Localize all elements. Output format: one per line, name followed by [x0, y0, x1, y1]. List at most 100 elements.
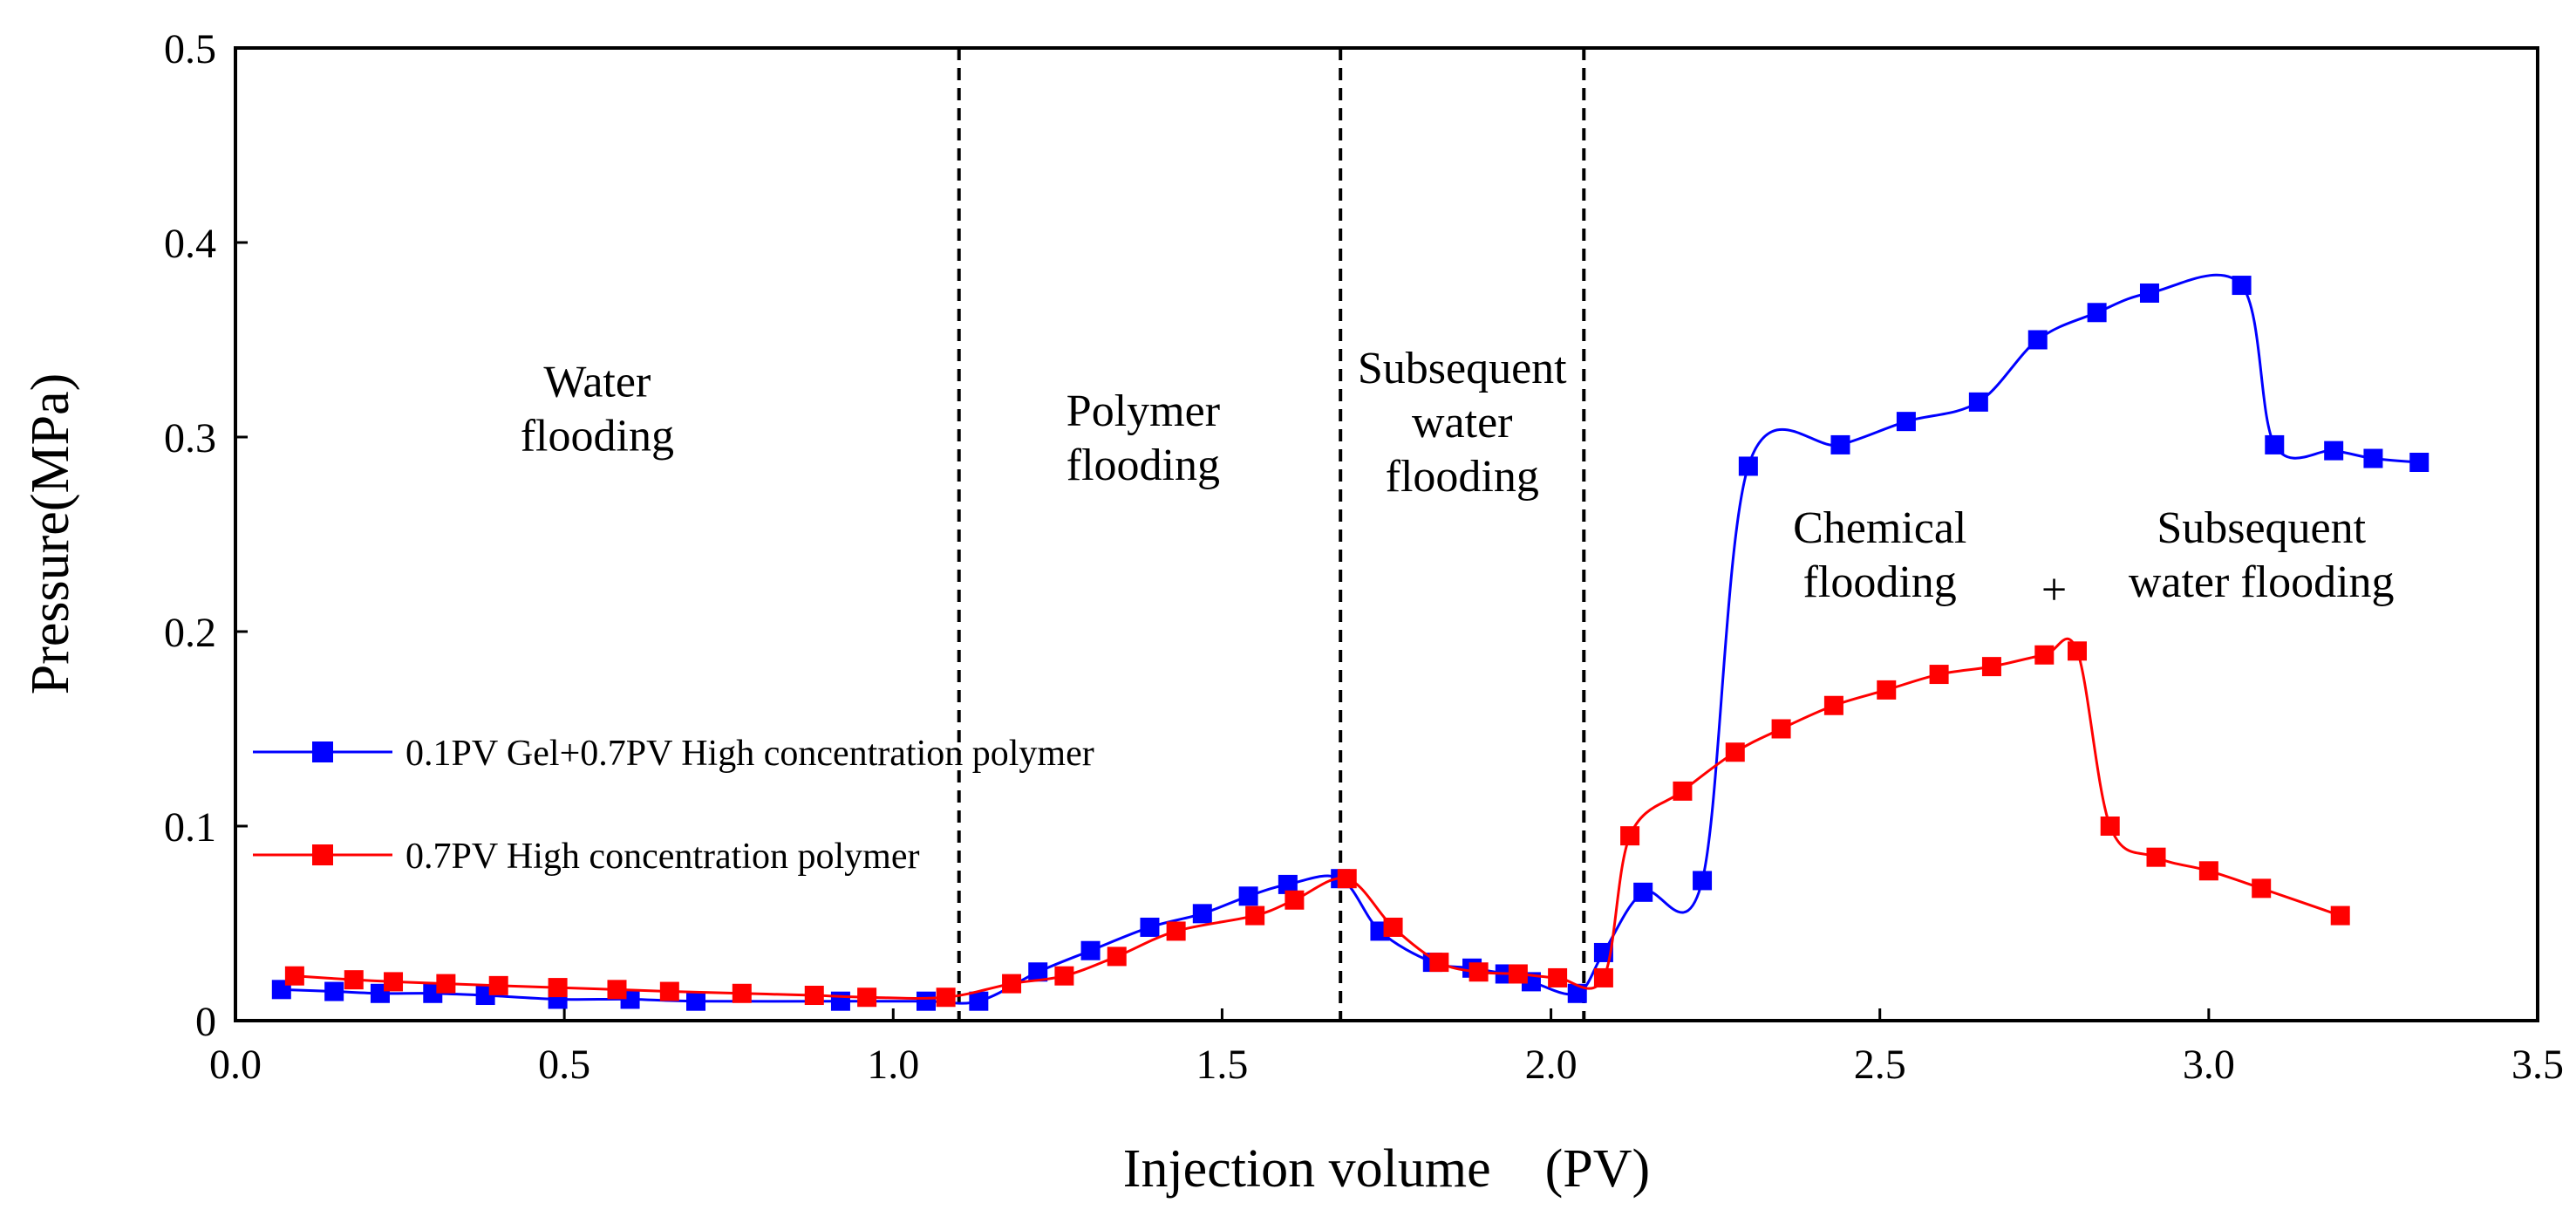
series-point [2100, 817, 2120, 836]
series-point [1285, 890, 1305, 910]
series-line [294, 637, 2341, 1000]
series-point [2027, 330, 2048, 350]
phase-annotation: water [1412, 398, 1512, 448]
legend-marker-red [312, 844, 333, 865]
series-point [1693, 871, 1713, 891]
x-axis-title: Injection volume (PV) [1123, 1139, 1650, 1199]
series-point [936, 987, 956, 1008]
series-point [2409, 452, 2429, 472]
series-point [607, 980, 627, 1000]
series-point [2330, 905, 2350, 926]
series-point [1054, 966, 1074, 986]
series-point [1002, 974, 1022, 994]
series-point [1929, 665, 1949, 685]
series-point [804, 986, 824, 1006]
x-tick-label: 3.0 [2183, 1042, 2235, 1088]
series-point [1278, 874, 1298, 894]
series-point [969, 991, 989, 1011]
series-point [1830, 434, 1850, 454]
series-point [1469, 962, 1489, 982]
y-tick-label: 0.5 [164, 26, 216, 72]
series-point [2139, 283, 2159, 303]
series-point [1245, 905, 1265, 926]
x-axis-ticks: 0.0 0.5 1.0 1.5 2.0 2.5 3.0 3.5 [209, 1008, 2564, 1088]
series-point [436, 974, 456, 994]
series-point [1896, 412, 1916, 432]
phase-annotation: flooding [1067, 441, 1220, 490]
phase-annotation: Subsequent [2157, 503, 2366, 553]
series-point [548, 978, 568, 998]
series-point [1238, 886, 1258, 906]
plot-frame [234, 46, 2539, 1022]
series-point [2265, 434, 2285, 454]
phase-dividers [957, 48, 1586, 1021]
series-point [1567, 983, 1587, 1003]
phase-annotation: Water [543, 358, 651, 407]
series-point [384, 972, 404, 992]
series-point [2034, 645, 2055, 665]
series-point [2232, 276, 2252, 296]
legend: 0.1PV Gel+0.7PV High concentration polym… [253, 734, 1094, 877]
series-point [1968, 392, 1988, 412]
series-point [2146, 847, 2166, 867]
phase-annotation: + [2041, 565, 2067, 615]
series-point [284, 966, 304, 986]
series-point [917, 991, 936, 1011]
x-tick-label: 1.0 [867, 1042, 919, 1088]
series-point [2363, 448, 2383, 468]
series-point [659, 981, 679, 1001]
x-tick-label: 2.5 [1854, 1042, 1906, 1088]
series-point [1981, 657, 2001, 677]
phase-annotation: flooding [1803, 557, 1957, 607]
phase-annotations: WaterfloodingPolymerfloodingSubsequentwa… [521, 344, 2395, 615]
series-point [1429, 953, 1449, 973]
phase-annotation: Polymer [1067, 386, 1220, 436]
x-tick-label: 0.5 [538, 1042, 590, 1088]
series-point [1823, 695, 1843, 715]
series-point [324, 981, 344, 1001]
y-tick-label: 0 [195, 999, 216, 1045]
series-point [1028, 962, 1048, 982]
series-point [1337, 869, 1357, 889]
series-point [1548, 967, 1568, 987]
series-point [1771, 719, 1791, 739]
series-point [344, 970, 364, 990]
legend-marker-blue [312, 741, 333, 762]
series-point [1508, 964, 1528, 984]
series-point [830, 991, 850, 1011]
series-point [2087, 303, 2107, 323]
series-point [857, 987, 877, 1008]
series-point [2198, 861, 2218, 881]
series-point [1877, 680, 1897, 700]
y-tick-label: 0.4 [164, 221, 216, 267]
series-point [1383, 917, 1403, 937]
series-point [1738, 456, 1758, 476]
legend-label-red: 0.7PV High concentration polymer [405, 837, 919, 877]
legend-label-blue: 0.1PV Gel+0.7PV High concentration polym… [405, 734, 1094, 774]
y-axis-ticks: 0 0.1 0.2 0.3 0.4 0.5 [164, 26, 248, 1045]
series-point [488, 975, 508, 995]
series-point [1080, 940, 1101, 960]
series-point [686, 991, 705, 1011]
y-tick-label: 0.1 [164, 804, 216, 851]
series-point [1140, 917, 1160, 937]
series-point [1725, 742, 1745, 762]
series-1 [284, 637, 2350, 1008]
y-tick-label: 0.3 [164, 415, 216, 461]
series-point [1673, 781, 1693, 801]
phase-annotation: flooding [1386, 452, 1539, 502]
series-point [1107, 946, 1127, 967]
x-tick-label: 2.0 [1525, 1042, 1578, 1088]
x-tick-label: 3.5 [2511, 1042, 2564, 1088]
phase-annotation: water flooding [2129, 557, 2395, 607]
series-point [1593, 967, 1613, 987]
y-tick-label: 0.2 [164, 610, 216, 656]
data-series [271, 273, 2429, 1011]
series-point [1192, 904, 1212, 924]
series-point [2324, 441, 2344, 461]
phase-annotation: Chemical [1793, 503, 1966, 553]
x-tick-label: 1.5 [1196, 1042, 1248, 1088]
series-point [732, 983, 752, 1003]
phase-annotation: flooding [521, 412, 674, 461]
